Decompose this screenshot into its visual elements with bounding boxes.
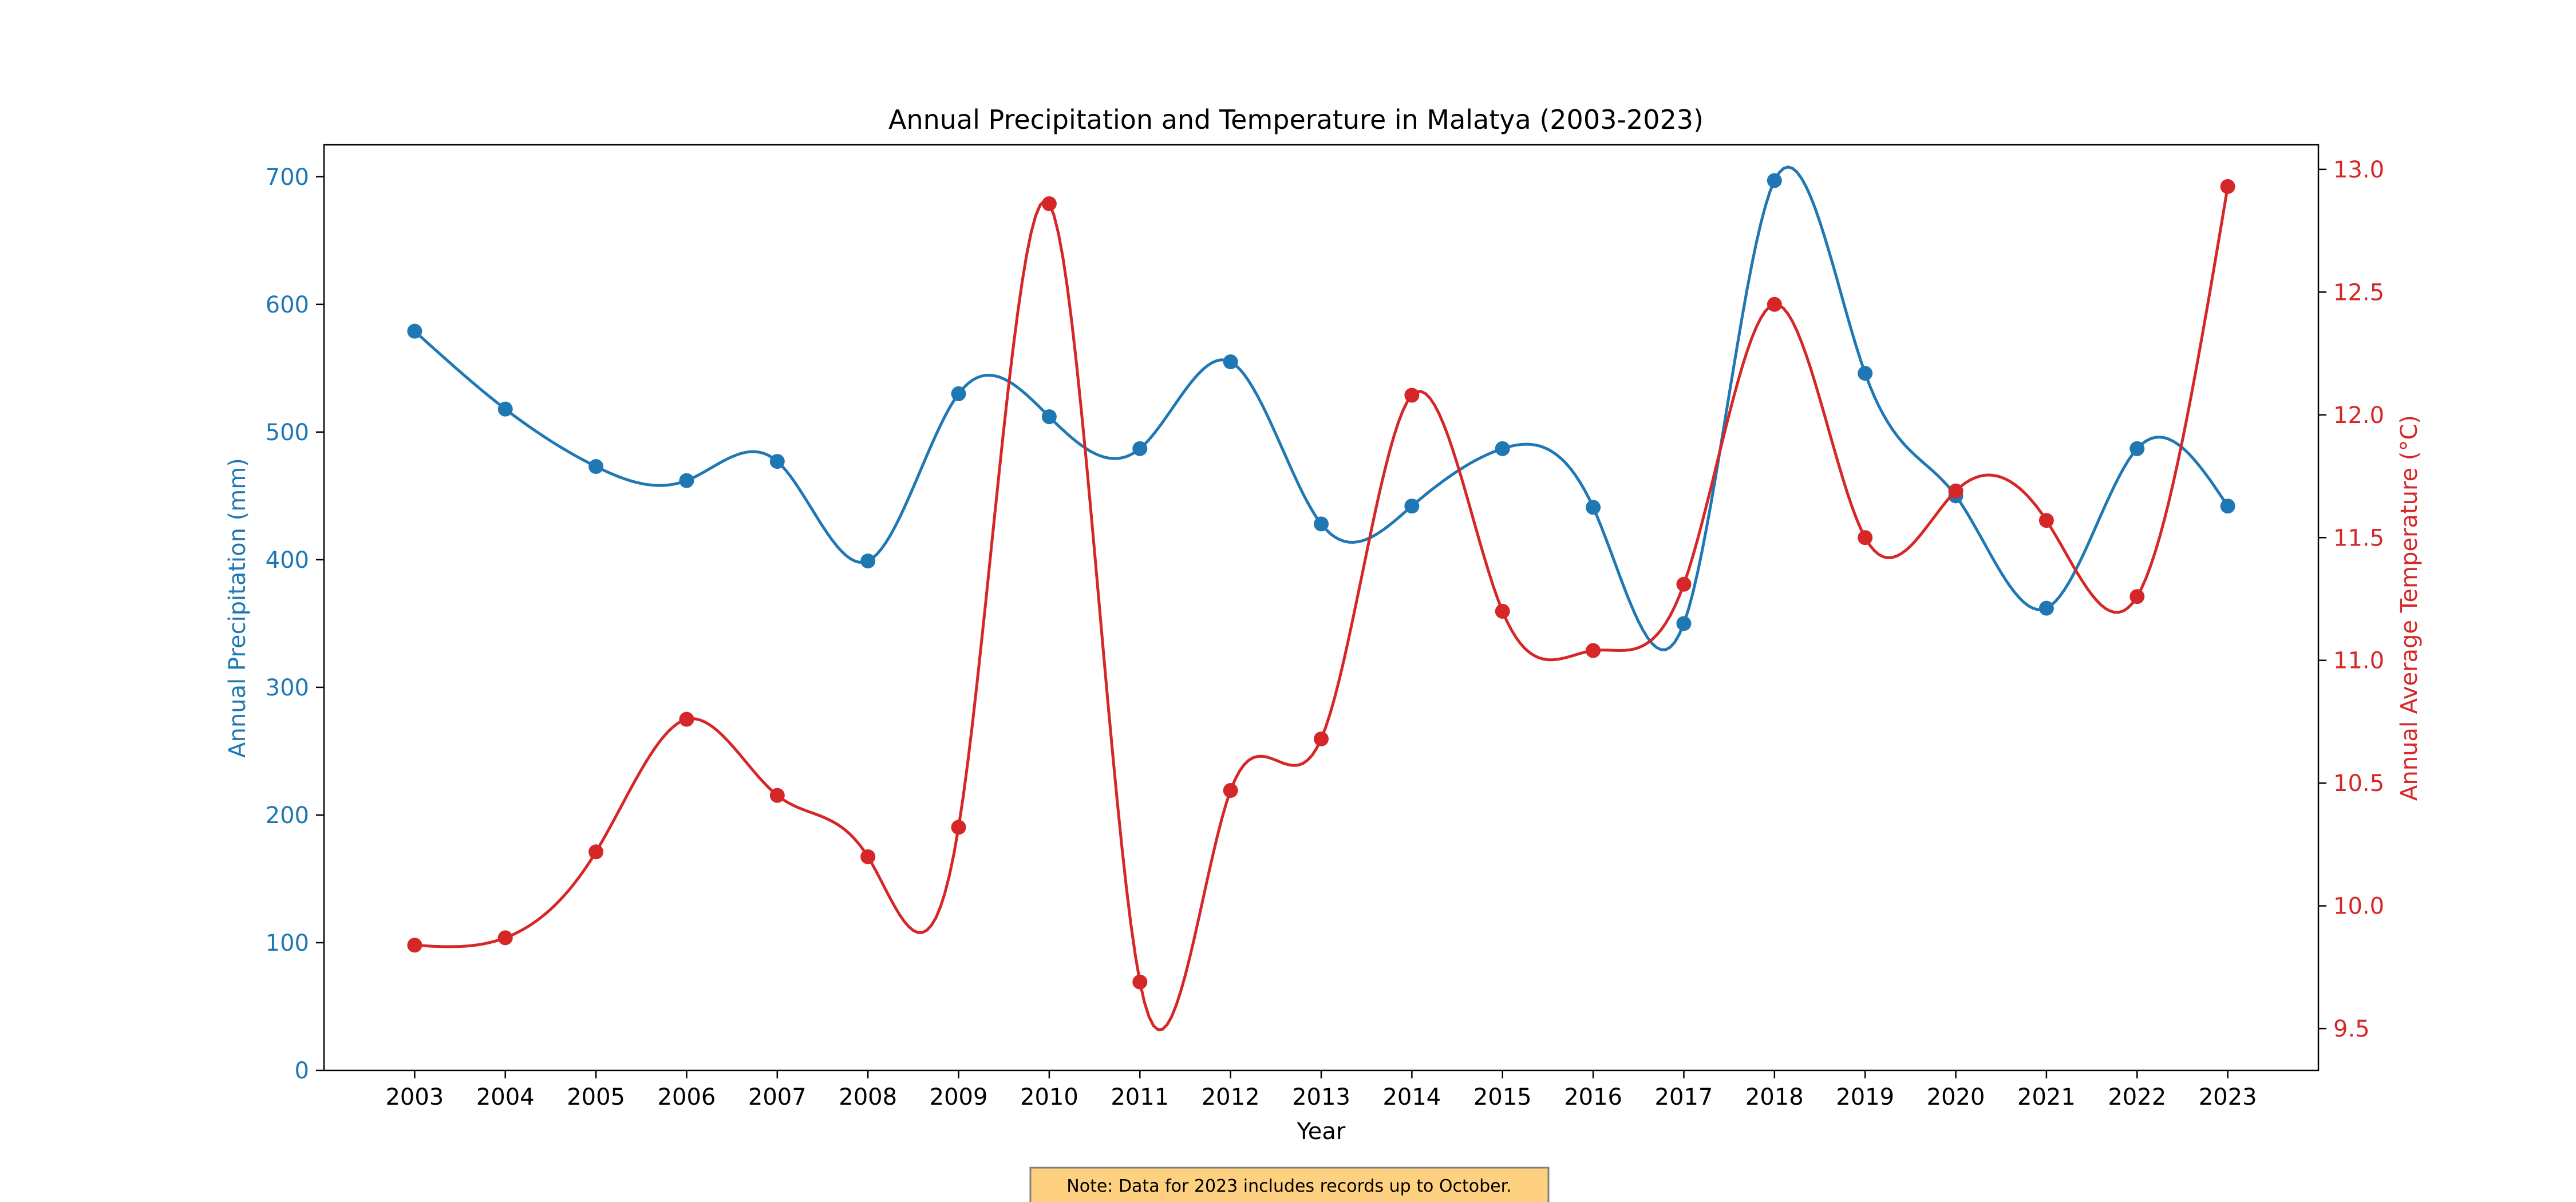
series-1-point	[2129, 441, 2145, 456]
series-2-point	[1586, 643, 1601, 658]
x-tick-label: 2005	[567, 1084, 625, 1110]
right-axis: 9.5 10.0 10.5 11.0 11.5 12.0 12.5 13.0	[2318, 157, 2384, 1042]
y-right-tick-label: 9.5	[2333, 1016, 2370, 1042]
x-tick-label: 2007	[748, 1084, 807, 1110]
annotation-note: Note: Data for 2023 includes records up …	[1029, 1167, 1550, 1202]
series-1-point	[588, 459, 604, 475]
series-1-point	[1586, 500, 1601, 515]
series-1-point	[860, 553, 876, 569]
series-2-point	[1767, 296, 1782, 312]
series-1-point	[1314, 516, 1329, 532]
left-axis: 0 100 200 300 400 500 600 700	[266, 164, 324, 1084]
x-tick-label: 2013	[1292, 1084, 1350, 1110]
series-1-line	[413, 165, 2229, 651]
plot-frame	[323, 144, 2320, 1071]
y-right-tick-label: 11.0	[2333, 648, 2384, 674]
x-tick-label: 2008	[839, 1084, 897, 1110]
series-1-point	[1767, 173, 1782, 188]
series-1-point	[679, 473, 694, 488]
x-tick-label: 2022	[2108, 1084, 2166, 1110]
series-1-point	[1495, 441, 1510, 456]
x-tick-label: 2004	[476, 1084, 535, 1110]
series-1-point	[1858, 366, 1873, 381]
series-1-point	[2038, 600, 2054, 616]
series-2-point	[2038, 513, 2054, 528]
series-1-point	[1132, 441, 1148, 456]
y-right-tick-label: 10.5	[2333, 770, 2384, 797]
series-2-point	[1314, 731, 1329, 746]
series-2-point	[860, 849, 876, 864]
series-2-point	[1858, 530, 1873, 545]
y-right-tick-label: 10.0	[2333, 893, 2384, 920]
y-axis-label-right: Annual Average Temperature (°C)	[2396, 415, 2423, 801]
series-2-point	[2220, 179, 2235, 194]
series-2-point	[1223, 783, 1238, 798]
series-2-point	[1676, 576, 1692, 592]
y-left-tick-label: 500	[266, 420, 309, 446]
y-left-tick-label: 100	[266, 930, 309, 956]
x-tick-label: 2017	[1655, 1084, 1713, 1110]
series-2-point	[1948, 483, 1963, 499]
series-2-point	[407, 938, 422, 953]
chart-title: Annual Precipitation and Temperature in …	[888, 104, 1704, 135]
x-tick-label: 2014	[1382, 1084, 1441, 1110]
series-1-point	[1041, 409, 1057, 425]
x-tick-label: 2010	[1020, 1084, 1078, 1110]
series-2-point	[588, 844, 604, 860]
series-1-point	[407, 323, 422, 339]
y-left-tick-label: 600	[266, 292, 309, 318]
series-1-point	[951, 386, 966, 401]
x-tick-label: 2023	[2199, 1084, 2257, 1110]
series-2-point	[679, 711, 694, 727]
series-1-point	[497, 401, 513, 417]
x-tick-label: 2016	[1564, 1084, 1622, 1110]
series-2-point	[497, 930, 513, 946]
x-tick-label: 2015	[1473, 1084, 1532, 1110]
y-right-tick-label: 12.0	[2333, 402, 2384, 429]
x-tick-label: 2011	[1111, 1084, 1169, 1110]
series-2-point	[1495, 603, 1510, 619]
x-tick-label: 2012	[1202, 1084, 1260, 1110]
x-tick-label: 2018	[1745, 1084, 1804, 1110]
series-2-point	[2129, 589, 2145, 604]
x-tick-label: 2006	[658, 1084, 716, 1110]
series-2-point	[1132, 974, 1148, 990]
x-axis: 2003 2004 2005 2006 2007 2008 2009 2010 2011 2012…	[385, 1070, 2257, 1110]
series-1-point	[1676, 616, 1692, 631]
series-layer	[407, 165, 2235, 1031]
series-1-point	[2220, 499, 2235, 514]
series-1-point	[1223, 354, 1238, 370]
series-2-line	[414, 186, 2230, 1031]
annotation-text: Note: Data for 2023 includes records up …	[1066, 1176, 1511, 1196]
y-left-tick-label: 400	[266, 547, 309, 574]
y-right-tick-label: 12.5	[2333, 279, 2384, 306]
y-left-tick-label: 200	[266, 802, 309, 829]
x-tick-label: 2019	[1836, 1084, 1894, 1110]
x-tick-label: 2003	[385, 1084, 444, 1110]
y-left-tick-label: 700	[266, 164, 309, 191]
series-1-point	[1404, 499, 1420, 514]
annotation-box	[1029, 1167, 1550, 1202]
y-right-tick-label: 11.5	[2333, 525, 2384, 551]
y-left-tick-label: 0	[295, 1058, 309, 1084]
series-2-point	[1041, 196, 1057, 211]
y-axis-label-left: Annual Precipitation (mm)	[224, 458, 251, 758]
y-right-tick-label: 13.0	[2333, 157, 2384, 183]
y-left-tick-label: 300	[266, 675, 309, 701]
series-2-point	[769, 788, 785, 803]
series-1-point	[769, 454, 785, 469]
series-2-point	[1404, 388, 1420, 403]
series-2-point	[951, 820, 966, 835]
x-axis-label: Year	[1297, 1118, 1346, 1145]
x-tick-label: 2021	[2017, 1084, 2076, 1110]
x-tick-label: 2009	[930, 1084, 988, 1110]
x-tick-label: 2020	[1927, 1084, 1985, 1110]
